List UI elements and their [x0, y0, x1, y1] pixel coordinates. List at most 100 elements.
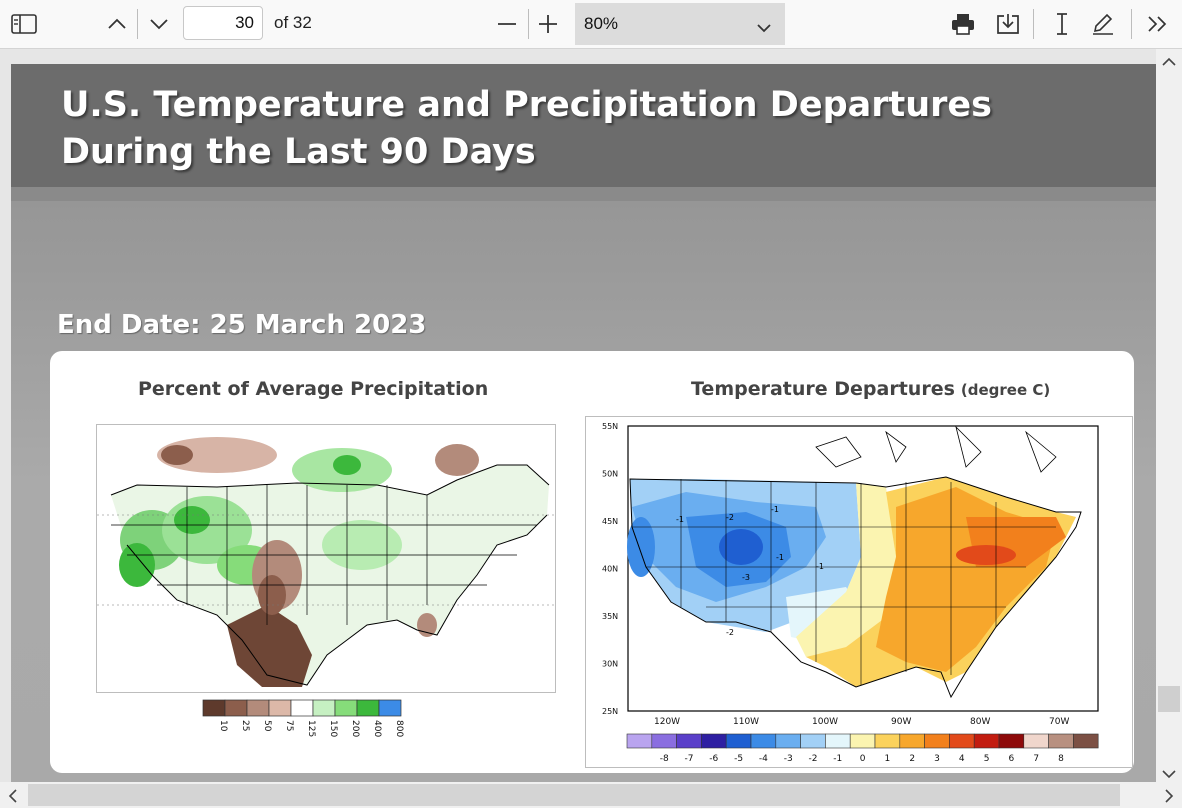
temp-lon-label: 90W	[891, 717, 911, 727]
title-divider	[11, 187, 1156, 201]
temp-legend-label: 7	[1033, 754, 1039, 764]
temp-legend-swatch	[949, 733, 975, 749]
chevron-up-icon[interactable]	[104, 12, 130, 36]
temp-legend-swatch	[849, 733, 876, 749]
precip-legend: 10 25 50 75 125 150 200 400 800	[202, 699, 404, 737]
pdf-toolbar: of 32 80%	[0, 0, 1182, 49]
temp-legend-swatch	[874, 733, 901, 749]
temp-legend-swatch	[800, 733, 826, 749]
temp-legend-label: -1	[833, 754, 842, 764]
temp-lon-label: 80W	[970, 717, 990, 727]
precip-legend-swatch	[202, 699, 226, 717]
temp-legend-swatch	[676, 733, 702, 749]
horizontal-scrollbar-thumb[interactable]	[28, 784, 1120, 806]
temp-legend-swatch	[775, 733, 801, 749]
temp-legend-swatch	[1073, 733, 1099, 749]
temp-legend: -8 -7 -6 -5 -4 -3 -2 -1 0 1 2 3 4 5 6 7 8	[626, 733, 1099, 764]
precip-legend-swatch	[268, 699, 292, 717]
temp-legend-label: -6	[709, 754, 718, 764]
scroll-down-icon[interactable]	[1162, 764, 1176, 783]
temp-legend-swatch	[899, 733, 925, 749]
temp-legend-swatch	[998, 733, 1025, 749]
temp-legend-swatch	[825, 733, 851, 749]
temp-lat-label: 35N	[602, 612, 618, 621]
temp-lat-label: 25N	[602, 707, 618, 716]
precip-legend-label: 75	[284, 720, 294, 731]
precip-legend-swatch	[246, 699, 270, 717]
title-band	[11, 64, 1156, 187]
plus-icon[interactable]	[535, 12, 561, 36]
precip-map-title: Percent of Average Precipitation	[138, 378, 489, 400]
dropdown-chevron-icon	[757, 18, 771, 37]
temp-map-title: Temperature Departures (degree C)	[691, 378, 1050, 400]
precip-legend-swatch	[356, 699, 380, 717]
temp-legend-label: -5	[734, 754, 743, 764]
temp-legend-swatch	[626, 733, 653, 749]
vertical-scrollbar-thumb[interactable]	[1158, 686, 1180, 712]
draw-icon[interactable]	[1090, 11, 1116, 37]
temp-contour-label: -1	[676, 515, 684, 524]
save-icon[interactable]	[995, 11, 1021, 37]
temp-legend-swatch	[701, 733, 727, 749]
scroll-right-icon[interactable]	[1164, 788, 1174, 807]
temp-legend-label: -8	[660, 754, 669, 764]
page-count-label: of 32	[274, 13, 312, 32]
precip-map	[96, 424, 556, 693]
temp-lat-label: 45N	[602, 517, 618, 526]
sidebar-toggle-icon[interactable]	[10, 12, 38, 36]
page-number-input[interactable]	[183, 6, 263, 40]
temp-map: 55N 50N 45N 40N 35N 30N 25N 120W 110W 100W 90W 80W…	[585, 416, 1133, 768]
zoom-value: 80%	[584, 14, 619, 33]
precip-legend-swatch	[312, 699, 336, 717]
temp-legend-label: 5	[984, 754, 990, 764]
temp-lon-label: 120W	[654, 717, 680, 727]
temp-legend-label: 6	[1009, 754, 1015, 764]
precip-legend-label: 125	[306, 720, 316, 737]
temp-legend-label: 1	[885, 754, 891, 764]
temp-contour-label: -1	[816, 562, 824, 571]
temp-lon-label: 110W	[733, 717, 759, 727]
temp-contour-label: -3	[742, 573, 750, 582]
temp-legend-swatch	[651, 733, 677, 749]
precip-legend-label: 200	[350, 720, 360, 737]
temp-legend-swatch	[973, 733, 1000, 749]
temp-lat-label: 40N	[602, 565, 618, 574]
minus-icon[interactable]	[494, 12, 520, 36]
print-icon[interactable]	[950, 11, 976, 37]
vertical-scrollbar[interactable]	[1156, 49, 1182, 782]
scroll-up-icon[interactable]	[1162, 52, 1176, 71]
temp-contour-label: -1	[776, 553, 784, 562]
temp-lon-label: 100W	[812, 717, 838, 727]
temp-map-units: (degree C)	[960, 381, 1051, 399]
temp-lat-label: 30N	[602, 660, 618, 669]
temp-contour-label: -1	[771, 505, 779, 514]
slide-page: U.S. Temperature and Precipitation Depar…	[11, 64, 1156, 782]
temp-legend-swatch	[750, 733, 777, 749]
more-icon[interactable]	[1145, 12, 1171, 36]
document-viewer[interactable]: U.S. Temperature and Precipitation Depar…	[0, 49, 1156, 782]
temp-legend-swatch	[725, 733, 752, 749]
end-date-label: End Date: 25 March 2023	[57, 310, 427, 340]
temp-lat-label: 50N	[602, 470, 618, 479]
chevron-down-icon[interactable]	[146, 12, 172, 36]
temp-legend-label: -3	[784, 754, 793, 764]
temp-legend-label: 3	[934, 754, 940, 764]
precip-legend-swatch	[334, 699, 358, 717]
temp-legend-label: -4	[759, 754, 768, 764]
precip-legend-swatch	[378, 699, 402, 717]
precip-legend-label: 10	[218, 720, 228, 732]
slide-title: U.S. Temperature and Precipitation Depar…	[61, 85, 992, 172]
temp-legend-label: -2	[809, 754, 818, 764]
zoom-select[interactable]: 80%	[575, 3, 785, 45]
precip-legend-label: 25	[240, 720, 250, 731]
text-cursor-icon[interactable]	[1050, 11, 1074, 37]
temp-legend-swatch	[924, 733, 950, 749]
temp-contour-label: -2	[726, 628, 734, 637]
scroll-left-icon[interactable]	[8, 788, 18, 807]
temp-map-title-text: Temperature Departures	[691, 378, 955, 400]
temp-legend-label: 4	[959, 754, 965, 764]
precip-legend-swatch	[290, 699, 314, 717]
temp-legend-label: 0	[860, 754, 866, 764]
temp-lon-label: 70W	[1049, 717, 1069, 727]
temp-legend-label: 2	[909, 754, 915, 764]
